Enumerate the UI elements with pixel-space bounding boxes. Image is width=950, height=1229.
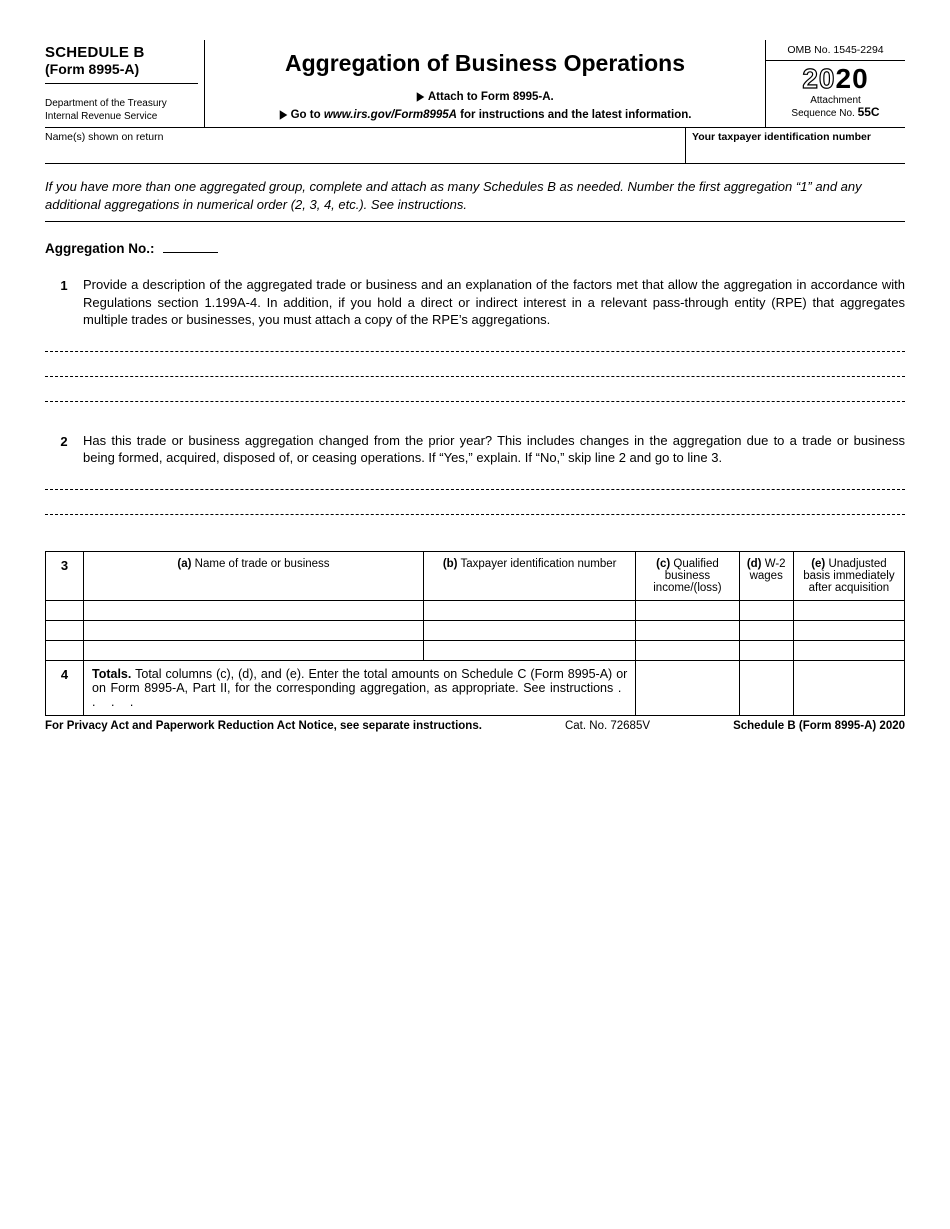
col-e-header: (e) Unadjusted basis immediately after a… [793,551,904,600]
q2-text: Has this trade or business aggregation c… [83,432,905,467]
goto-line: ▶ Go to www.irs.gov/Form8995A for instru… [279,107,692,121]
total-d[interactable] [739,660,793,715]
total-e[interactable] [793,660,904,715]
aggregation-no-blank[interactable] [163,252,218,253]
aggregation-table: 3 (a) Name of trade or business (b) Taxp… [45,551,905,716]
dept-treasury: Department of the Treasury [45,98,198,111]
table-row[interactable] [46,640,905,660]
question-2: 2 Has this trade or business aggregation… [45,424,905,471]
form-header: SCHEDULE B (Form 8995-A) Department of t… [45,40,905,128]
privacy-notice: For Privacy Act and Paperwork Reduction … [45,720,482,732]
entry-line[interactable] [45,489,905,490]
form-title: Aggregation of Business Operations [285,50,685,77]
form-number: (Form 8995-A) [45,61,198,77]
header-right: OMB No. 1545-2294 2020 Attachment Sequen… [765,40,905,127]
irs-label: Internal Revenue Service [45,111,198,124]
col-c-header: (c) Qualified business income/(loss) [636,551,739,600]
instructions-text: If you have more than one aggregated gro… [45,164,905,222]
year-century: 20 [802,63,835,94]
tax-year: 2020 Attachment Sequence No. 55C [766,61,905,122]
seq-label: Sequence No. [791,108,857,119]
schedule-label: SCHEDULE B [45,44,198,61]
triangle-icon: ▶ [279,107,286,121]
col-d-header: (d) W-2 wages [739,551,793,600]
name-on-return-label: Name(s) shown on return [45,128,685,163]
line-4-text: Totals. Total columns (c), (d), and (e).… [84,660,636,715]
attach-text: Attach to Form 8995-A. [428,91,554,103]
attach-label: Attachment [810,95,861,106]
col-b-header: (b) Taxpayer identification number [424,551,636,600]
attachment-sequence: Attachment Sequence No. 55C [766,95,905,122]
attach-line: ▶ Attach to Form 8995-A. [416,89,554,103]
goto-post: for instructions and the latest informat… [457,109,692,121]
identity-row: Name(s) shown on return Your taxpayer id… [45,128,905,164]
seq-no: 55C [858,105,880,119]
aggregation-number-row: Aggregation No.: [45,222,905,268]
table-row[interactable] [46,600,905,620]
question-1: 1 Provide a description of the aggregate… [45,268,905,333]
line-4-number: 4 [46,660,84,715]
footer: For Privacy Act and Paperwork Reduction … [45,716,905,732]
year-yy: 20 [836,63,869,94]
aggregation-no-label: Aggregation No.: [45,241,155,256]
q1-number: 1 [45,276,83,329]
header-center: Aggregation of Business Operations ▶ Att… [205,40,765,127]
entry-line[interactable] [45,401,905,402]
entry-line[interactable] [45,351,905,352]
entry-line[interactable] [45,376,905,377]
q1-text: Provide a description of the aggregated … [83,276,905,329]
goto-link: www.irs.gov/Form8995A [324,109,457,121]
triangle-icon: ▶ [417,89,424,103]
omb-number: OMB No. 1545-2294 [766,40,905,61]
catalog-number: Cat. No. 72685V [565,720,650,732]
line-3-number: 3 [46,551,84,600]
total-c[interactable] [636,660,739,715]
form-id-footer: Schedule B (Form 8995-A) 2020 [733,720,905,732]
agency-block: Department of the Treasury Internal Reve… [45,94,198,127]
goto-pre: Go to [291,109,324,121]
tin-label: Your taxpayer identification number [685,128,905,163]
schedule-block: SCHEDULE B (Form 8995-A) [45,40,198,84]
header-left: SCHEDULE B (Form 8995-A) Department of t… [45,40,205,127]
q2-number: 2 [45,432,83,467]
table-row[interactable] [46,620,905,640]
col-a-header: (a) Name of trade or business [84,551,424,600]
entry-line[interactable] [45,514,905,515]
